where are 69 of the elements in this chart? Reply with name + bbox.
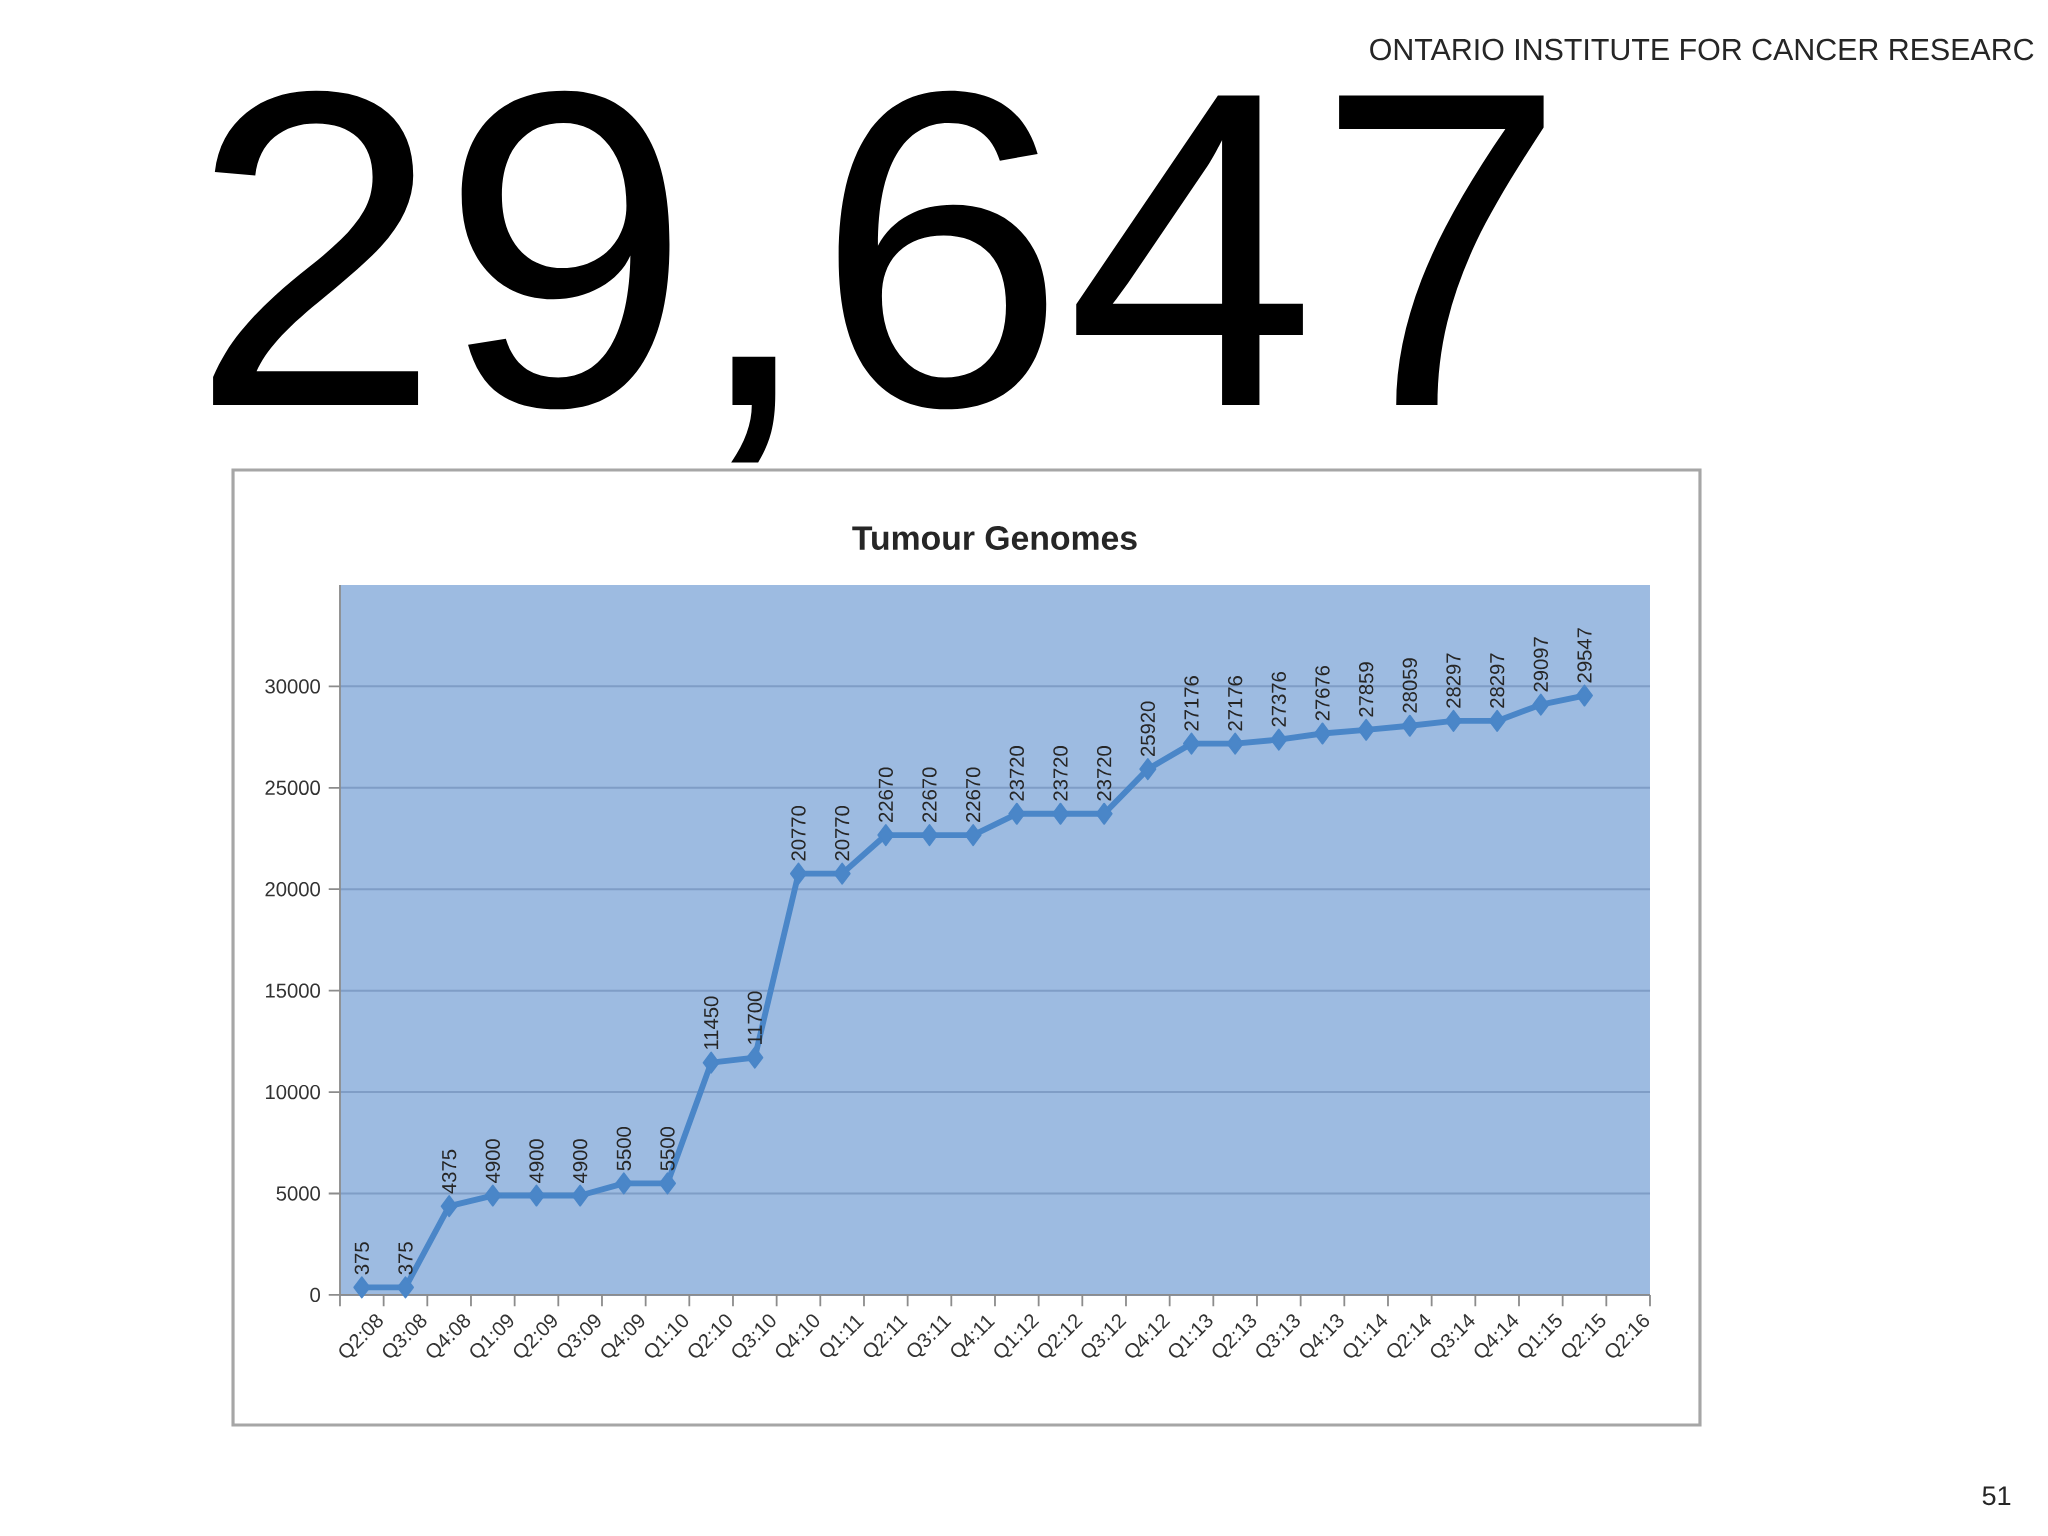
point bbox=[658, 1172, 676, 1195]
data-label: 22670 bbox=[922, 767, 937, 822]
point bbox=[1008, 802, 1026, 825]
point bbox=[1183, 732, 1200, 755]
point bbox=[1488, 709, 1506, 732]
data-label: 4900 bbox=[485, 1139, 500, 1183]
chart-title: Tumour Genomes bbox=[852, 526, 1137, 550]
data-label: 4900 bbox=[572, 1139, 588, 1183]
data-label: 5500 bbox=[660, 1126, 675, 1171]
point bbox=[1313, 722, 1331, 745]
data-label: 23720 bbox=[1096, 746, 1112, 801]
data-label: 20770 bbox=[791, 805, 806, 861]
point bbox=[615, 1172, 633, 1195]
y-tick-label: 10000 bbox=[266, 1084, 320, 1100]
data-label: 27176 bbox=[1184, 676, 1199, 731]
y-tick-label: 30000 bbox=[265, 679, 320, 694]
point bbox=[920, 824, 938, 847]
point bbox=[1357, 718, 1375, 741]
point bbox=[877, 824, 895, 847]
text: 51 bbox=[1982, 1486, 2011, 1506]
data-label: 25920 bbox=[1140, 701, 1155, 756]
data-label: 4375 bbox=[441, 1149, 457, 1194]
point bbox=[484, 1184, 502, 1207]
text: 29,647 bbox=[213, 90, 1544, 463]
point bbox=[396, 1276, 414, 1299]
point bbox=[1532, 693, 1550, 716]
data-label: 375 bbox=[398, 1242, 413, 1275]
y-tick-label: 25000 bbox=[265, 780, 320, 795]
data-label: 375 bbox=[354, 1242, 369, 1275]
data-label: 29547 bbox=[1577, 628, 1592, 683]
point bbox=[1444, 709, 1462, 732]
data-label: 29097 bbox=[1533, 637, 1548, 692]
point bbox=[702, 1051, 720, 1074]
point bbox=[1095, 802, 1113, 825]
data-label: 23720 bbox=[1009, 746, 1024, 801]
data-label: 5500 bbox=[616, 1126, 631, 1171]
point bbox=[1139, 758, 1157, 781]
point bbox=[964, 824, 982, 847]
data-label: 23720 bbox=[1053, 746, 1068, 801]
y-tick-label: 0 bbox=[310, 1287, 320, 1303]
data-label: 28297 bbox=[1489, 653, 1505, 708]
point bbox=[1576, 684, 1593, 707]
text: ONTARIO INSTITUTE FOR CANCER RESEARC bbox=[1370, 38, 2034, 61]
point bbox=[1226, 732, 1244, 755]
data-label: 28297 bbox=[1446, 653, 1461, 708]
data-label: 22670 bbox=[878, 767, 893, 822]
data-label: 27676 bbox=[1315, 665, 1330, 721]
y-tick-label: 5000 bbox=[276, 1186, 320, 1201]
point bbox=[1052, 802, 1069, 825]
data-label: 22670 bbox=[965, 767, 981, 822]
point bbox=[789, 862, 807, 885]
point bbox=[440, 1195, 458, 1218]
data-label: 11450 bbox=[703, 996, 719, 1049]
point bbox=[527, 1184, 545, 1207]
point bbox=[833, 862, 851, 885]
point bbox=[746, 1046, 764, 1069]
point bbox=[353, 1276, 371, 1299]
data-label: 27176 bbox=[1227, 676, 1243, 731]
data-label: 28059 bbox=[1402, 658, 1417, 713]
data-label: 4900 bbox=[529, 1139, 544, 1183]
point bbox=[1401, 714, 1419, 737]
data-label: 11700 bbox=[747, 991, 762, 1044]
data-label: 27859 bbox=[1358, 662, 1374, 717]
y-tick-label: 15000 bbox=[266, 983, 320, 998]
point bbox=[1270, 728, 1288, 751]
data-label: 27376 bbox=[1271, 672, 1286, 727]
point bbox=[571, 1184, 589, 1207]
y-tick-label: 20000 bbox=[265, 882, 320, 897]
data-label: 20770 bbox=[834, 805, 850, 861]
